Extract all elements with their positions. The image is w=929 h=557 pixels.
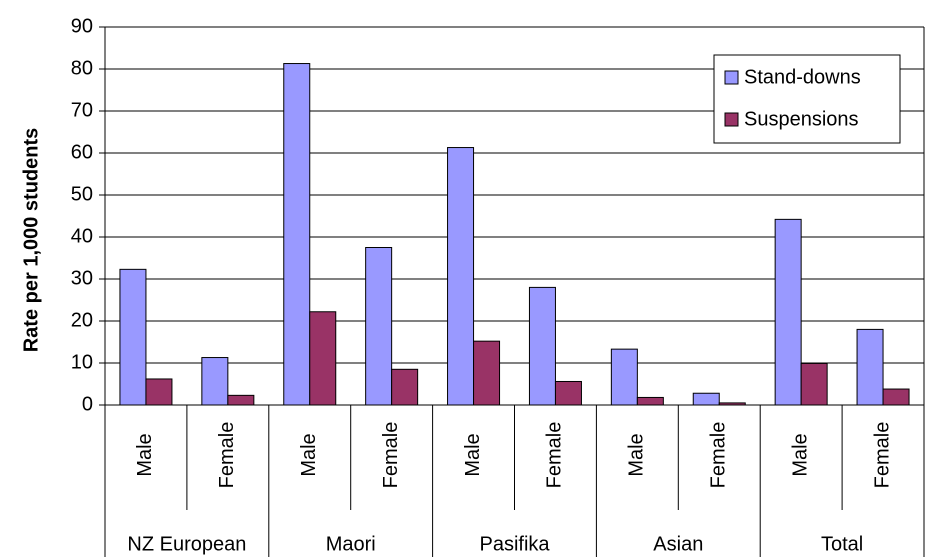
group-label: Maori <box>326 533 376 555</box>
bar <box>283 63 311 406</box>
group-label: NZ European <box>127 533 246 555</box>
x-tick-label: Female <box>871 422 893 489</box>
bar <box>227 394 255 406</box>
bar <box>610 348 638 406</box>
bar <box>447 147 475 406</box>
y-axis-title: Rate per 1,000 students <box>20 128 42 353</box>
bar <box>882 388 910 406</box>
legend-swatch <box>724 70 739 85</box>
group-label: Pasifika <box>479 533 550 555</box>
bar <box>636 396 664 406</box>
x-tick-label: Male <box>462 433 484 476</box>
legend-label: Stand-downs <box>744 66 861 88</box>
bar <box>119 268 147 406</box>
y-tick-label: 20 <box>71 309 93 331</box>
y-tick-label: 50 <box>71 183 93 205</box>
x-tick-label: Female <box>216 422 238 489</box>
x-tick-label: Male <box>626 433 648 476</box>
y-tick-label: 80 <box>71 57 93 79</box>
bar <box>145 378 173 406</box>
bar <box>856 328 884 406</box>
bar <box>473 340 501 406</box>
bar <box>800 362 828 406</box>
bar <box>692 392 720 406</box>
y-tick-label: 0 <box>82 393 93 415</box>
legend-label: Suspensions <box>744 108 859 130</box>
bar <box>554 380 582 406</box>
y-tick-label: 70 <box>71 99 93 121</box>
x-tick-label: Male <box>134 433 156 476</box>
bar <box>528 286 556 406</box>
legend-swatch <box>724 112 739 127</box>
bar <box>365 247 393 406</box>
x-tick-label: Male <box>789 433 811 476</box>
group-label: Total <box>821 533 863 555</box>
bar <box>201 357 229 406</box>
legend-box <box>713 54 901 144</box>
y-tick-label: 60 <box>71 141 93 163</box>
bar <box>774 218 802 406</box>
group-label: Asian <box>653 533 703 555</box>
bar <box>309 311 337 406</box>
y-tick-label: 90 <box>71 15 93 37</box>
x-tick-label: Male <box>298 433 320 476</box>
x-tick-label: Female <box>544 422 566 489</box>
x-tick-label: Female <box>380 422 402 489</box>
y-tick-label: 30 <box>71 267 93 289</box>
bar <box>391 368 419 406</box>
x-tick-label: Female <box>708 422 730 489</box>
y-tick-label: 40 <box>71 225 93 247</box>
y-tick-label: 10 <box>71 351 93 373</box>
